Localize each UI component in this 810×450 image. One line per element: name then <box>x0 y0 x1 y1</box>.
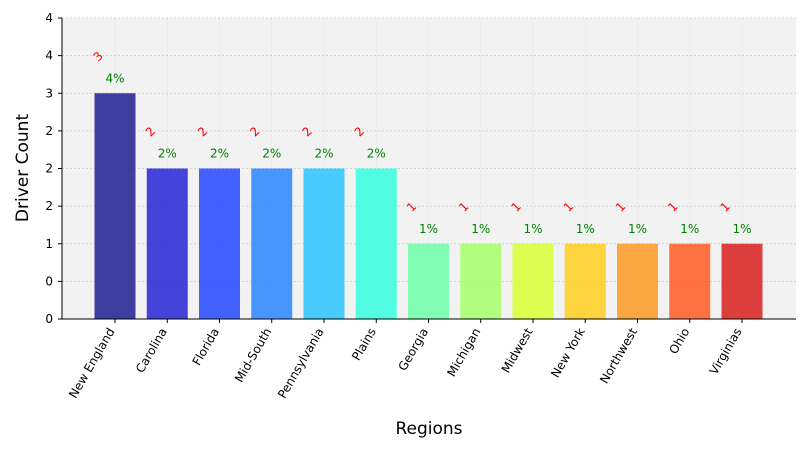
percent-label: 2% <box>314 147 333 161</box>
y-tick-label: 2 <box>45 124 53 138</box>
y-tick-label: 2 <box>45 162 53 176</box>
y-tick-label: 1 <box>45 237 53 251</box>
percent-label: 1% <box>732 222 751 236</box>
percent-label: 1% <box>576 222 595 236</box>
x-tick-label: Northwest <box>597 325 640 386</box>
x-tick-label: Ohio <box>666 326 692 357</box>
x-tick-label: Midwest <box>499 325 536 375</box>
x-tick-label: New York <box>548 325 588 380</box>
y-tick-label: 0 <box>45 274 53 288</box>
bar <box>512 243 554 319</box>
percent-label: 2% <box>210 147 229 161</box>
percent-label: 4% <box>105 71 124 85</box>
y-tick-label: 0 <box>45 312 53 326</box>
percent-label: 1% <box>628 222 647 236</box>
x-tick-label: Georgia <box>395 326 431 374</box>
y-axis-title: Driver Count <box>13 114 33 223</box>
bar <box>303 168 345 319</box>
y-tick-label: 4 <box>45 11 53 25</box>
y-tick-label: 2 <box>45 199 53 213</box>
bar <box>721 243 763 319</box>
bar <box>355 168 397 319</box>
x-tick-label: Pennsylvania <box>275 326 327 401</box>
x-tick-label: Carolina <box>133 326 170 376</box>
bar <box>146 168 188 319</box>
x-tick-label: Florida <box>190 326 223 368</box>
bar <box>669 243 711 319</box>
bar <box>199 168 240 319</box>
x-tick-label: Plains <box>349 326 379 363</box>
percent-label: 2% <box>367 147 386 161</box>
x-ticks: New England Carolina Florida Mid-South Penns… <box>66 319 745 401</box>
bar <box>94 93 136 319</box>
y-ticks: 0 0 1 2 2 2 3 4 4 <box>45 11 62 326</box>
x-tick-label: Mid-South <box>232 326 274 385</box>
y-tick-label: 3 <box>45 86 53 100</box>
percent-label: 1% <box>471 222 490 236</box>
bar <box>617 243 658 319</box>
percent-label: 1% <box>419 222 438 236</box>
bars <box>94 93 763 319</box>
bar <box>408 243 449 319</box>
bar <box>460 243 502 319</box>
y-tick-label: 4 <box>45 49 53 63</box>
x-axis-title: Regions <box>395 419 462 439</box>
percent-label: 1% <box>680 222 699 236</box>
bar <box>251 168 293 319</box>
x-tick-label: New England <box>66 326 117 401</box>
x-tick-label: Virginias <box>707 326 745 378</box>
x-tick-label: Michigan <box>444 326 483 380</box>
percent-label: 2% <box>262 147 281 161</box>
percent-label: 2% <box>158 147 177 161</box>
bar <box>564 243 606 319</box>
percent-label: 1% <box>523 222 542 236</box>
